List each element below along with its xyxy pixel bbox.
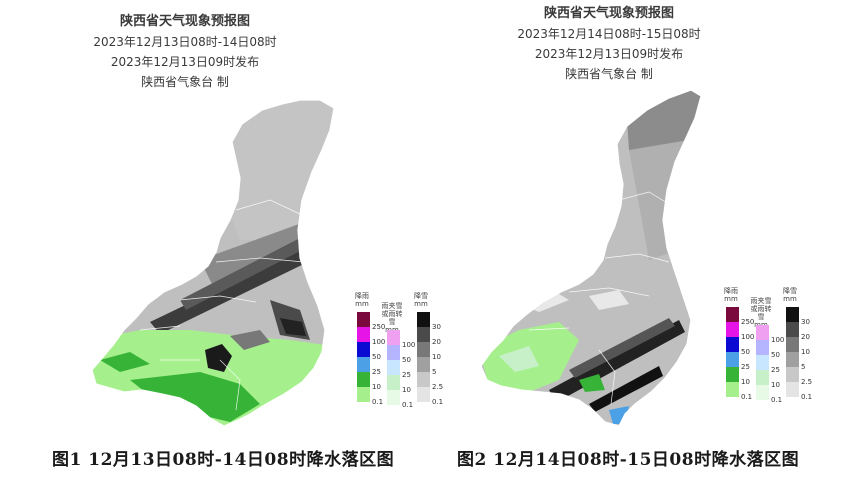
legend-mix-swatch: [387, 360, 400, 375]
legend-rain-swatch: [357, 312, 370, 327]
map-title: 陕西省天气现象预报图: [119, 14, 250, 29]
legend-snow-tick: 30: [801, 318, 810, 326]
legend-snow-swatch: [417, 327, 430, 342]
legend-rain-tick: 250: [741, 318, 755, 326]
legend-snow-tick: 0.1: [432, 398, 444, 406]
legend-snow-swatch: [786, 367, 799, 382]
legend-snow-tick: 5: [432, 368, 437, 376]
legend-mix-swatch: [387, 375, 400, 390]
legend-snow-tick: 20: [432, 338, 441, 346]
legend-snow-swatch: [786, 337, 799, 352]
forecast-period: 2023年12月14日08时-15日08时: [517, 27, 701, 41]
legend-snow-swatch: [417, 387, 430, 402]
legend-snow-swatch: [786, 352, 799, 367]
legend-mix-tick: 10: [771, 381, 780, 389]
legend-snow-tick: 30: [432, 323, 441, 331]
legend-mix-tick: 50: [771, 351, 780, 359]
legend-snow-swatch: [417, 372, 430, 387]
legend-rain-tick: 10: [741, 378, 750, 386]
legend-mix-swatch: [387, 330, 400, 345]
legend-rain-swatch: [357, 327, 370, 342]
legend-mix-swatch: [756, 340, 769, 355]
legend-snow-head: 降雪 mm: [783, 287, 797, 303]
legend-mix-tick: 25: [771, 366, 780, 374]
legend-rain-tick: 0.1: [741, 393, 753, 401]
legend-rain-swatch: [726, 307, 739, 322]
agency: 陕西省气象台 制: [141, 75, 229, 89]
map-panel-right: 陕西省天气现象预报图 2023年12月14日08时-15日08时 2023年12…: [429, 0, 859, 470]
legend-rain-tick: 25: [372, 368, 381, 376]
legend-rain-tick: 100: [372, 338, 386, 346]
legend-snow-tick: 10: [801, 348, 810, 356]
legend-mix-tick: 100: [771, 336, 785, 344]
map-header-left: 陕西省天气现象预报图 2023年12月13日08时-14日08时 2023年12…: [60, 12, 310, 92]
legend-snow-swatch: [417, 357, 430, 372]
legend-mix-swatch: [756, 355, 769, 370]
legend-snow-tick: 10: [432, 353, 441, 361]
legend-mix-tick: 25: [402, 371, 411, 379]
legend-snow-tick: 2.5: [432, 383, 444, 391]
issue-time: 2023年12月13日09时发布: [110, 55, 260, 69]
legend-mix-swatch: [756, 325, 769, 340]
legend-mix-swatch: [756, 370, 769, 385]
legend-snow-swatch: [786, 307, 799, 322]
legend-rain-tick: 50: [372, 353, 381, 361]
legend-rain-swatch: [357, 342, 370, 357]
legend-snow-tick: 20: [801, 333, 810, 341]
legend-rain-swatch: [726, 337, 739, 352]
legend-rain-tick: 100: [741, 333, 755, 341]
legend-snow-tick: 2.5: [801, 378, 813, 386]
legend-rain-swatch: [726, 322, 739, 337]
legend-snow-swatch: [786, 322, 799, 337]
legend-rain-tick: 250: [372, 323, 386, 331]
legend-rain-head: 降雨 mm: [355, 292, 369, 308]
legend-snow-tick: 5: [801, 363, 806, 371]
map-title: 陕西省天气现象预报图: [543, 6, 674, 21]
legend-snow-swatch: [417, 312, 430, 327]
legend-snow-head: 降雪 mm: [414, 292, 428, 308]
agency: 陕西省气象台 制: [565, 67, 653, 81]
precip-map-right: [480, 89, 702, 427]
legend-mix-tick: 0.1: [402, 401, 414, 409]
legend-snow-swatch: [417, 342, 430, 357]
legend-rain-head: 降雨 mm: [724, 287, 738, 303]
legend-rain-tick: 25: [741, 363, 750, 371]
legend-mix-swatch: [387, 390, 400, 405]
legend-mix-tick: 0.1: [771, 396, 783, 404]
forecast-period: 2023年12月13日08时-14日08时: [93, 35, 277, 49]
legend-rain-swatch: [726, 367, 739, 382]
legend-rain-swatch: [357, 357, 370, 372]
legend-mix-tick: 50: [402, 356, 411, 364]
legend-rain-tick: 10: [372, 383, 381, 391]
legend-rain-swatch: [357, 387, 370, 402]
legend-snow-swatch: [786, 382, 799, 397]
legend-mix-tick: 10: [402, 386, 411, 394]
legend-snow-tick: 0.1: [801, 393, 813, 401]
issue-time: 2023年12月13日09时发布: [534, 47, 684, 61]
map-panel-left: 陕西省天气现象预报图 2023年12月13日08时-14日08时 2023年12…: [0, 0, 443, 470]
precip-map-left: [91, 99, 335, 427]
legend-mix-swatch: [387, 345, 400, 360]
legend-rain-tick: 50: [741, 348, 750, 356]
legend-rain-swatch: [357, 372, 370, 387]
legend-mix-tick: 100: [402, 341, 416, 349]
caption-right: 图2 12月14日08时-15日08时降水落区图: [457, 450, 800, 470]
legend-mix-swatch: [756, 385, 769, 400]
caption-left: 图1 12月13日08时-14日08时降水落区图: [52, 450, 395, 470]
map-header-right: 陕西省天气现象预报图 2023年12月14日08时-15日08时 2023年12…: [479, 4, 739, 84]
legend-rain-tick: 0.1: [372, 398, 384, 406]
legend-rain-swatch: [726, 382, 739, 397]
legend-rain-swatch: [726, 352, 739, 367]
